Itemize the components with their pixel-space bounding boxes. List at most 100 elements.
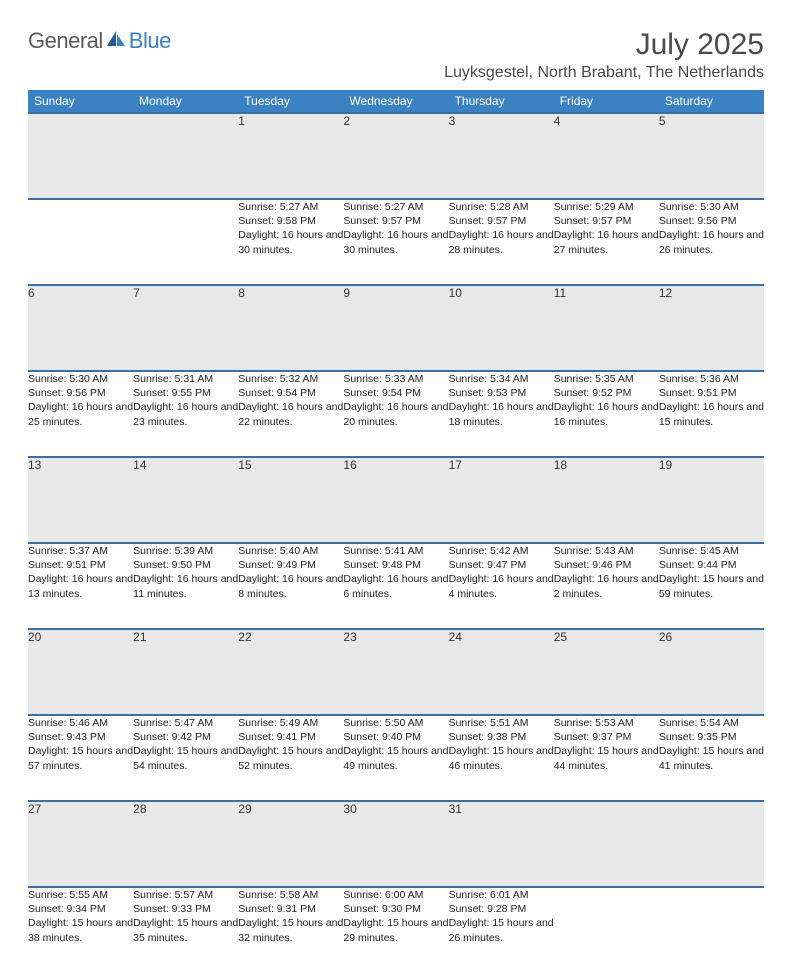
daynum-cell: 4 [554, 113, 659, 199]
sunrise-line: Sunrise: 5:40 AM [238, 544, 343, 558]
daylight-line: Daylight: 16 hours and 27 minutes. [554, 228, 659, 256]
sunset-line: Sunset: 9:57 PM [554, 214, 659, 228]
daynum-cell [28, 113, 133, 199]
day-number: 23 [343, 630, 356, 644]
title-block: July 2025 Luyksgestel, North Brabant, Th… [444, 28, 764, 82]
detail-cell: Sunrise: 5:40 AMSunset: 9:49 PMDaylight:… [238, 543, 343, 629]
daynum-cell: 8 [238, 285, 343, 371]
sunrise-line: Sunrise: 5:29 AM [554, 200, 659, 214]
daylight-line: Daylight: 16 hours and 26 minutes. [659, 228, 764, 256]
daynum-cell: 29 [238, 801, 343, 887]
sunset-line: Sunset: 9:28 PM [449, 902, 554, 916]
daynum-cell: 7 [133, 285, 238, 371]
day-number: 16 [343, 458, 356, 472]
day-number: 5 [659, 114, 666, 128]
daynum-row: 13141516171819 [28, 457, 764, 543]
detail-cell: Sunrise: 5:51 AMSunset: 9:38 PMDaylight:… [449, 715, 554, 801]
daynum-cell: 14 [133, 457, 238, 543]
sunrise-line: Sunrise: 5:58 AM [238, 888, 343, 902]
day-number: 12 [659, 286, 672, 300]
sunrise-line: Sunrise: 5:49 AM [238, 716, 343, 730]
daynum-cell: 6 [28, 285, 133, 371]
daynum-row: 2728293031 [28, 801, 764, 887]
daynum-cell: 15 [238, 457, 343, 543]
logo-text-blue: Blue [129, 28, 171, 54]
sunset-line: Sunset: 9:35 PM [659, 730, 764, 744]
detail-cell: Sunrise: 5:47 AMSunset: 9:42 PMDaylight:… [133, 715, 238, 801]
weekday-header: Monday [133, 90, 238, 113]
sunrise-line: Sunrise: 5:41 AM [343, 544, 448, 558]
sunrise-line: Sunrise: 5:30 AM [28, 372, 133, 386]
daylight-line: Daylight: 16 hours and 20 minutes. [343, 400, 448, 428]
sunrise-line: Sunrise: 5:42 AM [449, 544, 554, 558]
daynum-cell: 27 [28, 801, 133, 887]
daylight-line: Daylight: 16 hours and 23 minutes. [133, 400, 238, 428]
day-number: 24 [449, 630, 462, 644]
detail-cell: Sunrise: 5:58 AMSunset: 9:31 PMDaylight:… [238, 887, 343, 973]
sunset-line: Sunset: 9:56 PM [28, 386, 133, 400]
detail-cell: Sunrise: 5:41 AMSunset: 9:48 PMDaylight:… [343, 543, 448, 629]
detail-cell [554, 887, 659, 973]
day-number: 18 [554, 458, 567, 472]
sunset-line: Sunset: 9:34 PM [28, 902, 133, 916]
sunrise-line: Sunrise: 5:28 AM [449, 200, 554, 214]
daylight-line: Daylight: 16 hours and 15 minutes. [659, 400, 764, 428]
sunrise-line: Sunrise: 5:43 AM [554, 544, 659, 558]
detail-row: Sunrise: 5:37 AMSunset: 9:51 PMDaylight:… [28, 543, 764, 629]
detail-cell: Sunrise: 6:01 AMSunset: 9:28 PMDaylight:… [449, 887, 554, 973]
daynum-row: 12345 [28, 113, 764, 199]
day-number: 27 [28, 802, 41, 816]
sunrise-line: Sunrise: 5:35 AM [554, 372, 659, 386]
day-number: 21 [133, 630, 146, 644]
detail-cell: Sunrise: 5:27 AMSunset: 9:58 PMDaylight:… [238, 199, 343, 285]
sunset-line: Sunset: 9:48 PM [343, 558, 448, 572]
calendar-body: 1 23 45 Sunrise: 5:27 AMSunset: 9:58 PMDayl… [28, 113, 764, 973]
sunset-line: Sunset: 9:46 PM [554, 558, 659, 572]
sunset-line: Sunset: 9:50 PM [133, 558, 238, 572]
detail-cell: Sunrise: 5:53 AMSunset: 9:37 PMDaylight:… [554, 715, 659, 801]
detail-cell: Sunrise: 5:34 AMSunset: 9:53 PMDaylight:… [449, 371, 554, 457]
detail-cell: Sunrise: 5:45 AMSunset: 9:44 PMDaylight:… [659, 543, 764, 629]
day-number: 14 [133, 458, 146, 472]
daylight-line: Daylight: 16 hours and 18 minutes. [449, 400, 554, 428]
detail-cell: Sunrise: 5:32 AMSunset: 9:54 PMDaylight:… [238, 371, 343, 457]
calendar-table: Sunday Monday Tuesday Wednesday Thursday… [28, 90, 764, 973]
daynum-cell: 25 [554, 629, 659, 715]
weekday-header: Wednesday [343, 90, 448, 113]
sunrise-line: Sunrise: 5:47 AM [133, 716, 238, 730]
detail-row: Sunrise: 5:46 AMSunset: 9:43 PMDaylight:… [28, 715, 764, 801]
daylight-line: Daylight: 15 hours and 54 minutes. [133, 744, 238, 772]
sunset-line: Sunset: 9:30 PM [343, 902, 448, 916]
daynum-row: 20212223242526 [28, 629, 764, 715]
brand-logo: General Blue [28, 28, 171, 54]
detail-cell: Sunrise: 6:00 AMSunset: 9:30 PMDaylight:… [343, 887, 448, 973]
weekday-header: Saturday [659, 90, 764, 113]
detail-cell: Sunrise: 5:35 AMSunset: 9:52 PMDaylight:… [554, 371, 659, 457]
day-number: 20 [28, 630, 41, 644]
daylight-line: Daylight: 15 hours and 52 minutes. [238, 744, 343, 772]
daylight-line: Daylight: 15 hours and 32 minutes. [238, 916, 343, 944]
sunset-line: Sunset: 9:43 PM [28, 730, 133, 744]
sunset-line: Sunset: 9:37 PM [554, 730, 659, 744]
detail-cell: Sunrise: 5:46 AMSunset: 9:43 PMDaylight:… [28, 715, 133, 801]
daylight-line: Daylight: 15 hours and 35 minutes. [133, 916, 238, 944]
daynum-cell: 9 [343, 285, 448, 371]
daylight-line: Daylight: 15 hours and 44 minutes. [554, 744, 659, 772]
daynum-cell: 2 [343, 113, 448, 199]
daynum-cell: 20 [28, 629, 133, 715]
day-number: 29 [238, 802, 251, 816]
sunrise-line: Sunrise: 5:33 AM [343, 372, 448, 386]
daylight-line: Daylight: 16 hours and 22 minutes. [238, 400, 343, 428]
daylight-line: Daylight: 16 hours and 8 minutes. [238, 572, 343, 600]
daylight-line: Daylight: 15 hours and 59 minutes. [659, 572, 764, 600]
daylight-line: Daylight: 16 hours and 2 minutes. [554, 572, 659, 600]
sunset-line: Sunset: 9:44 PM [659, 558, 764, 572]
sunset-line: Sunset: 9:54 PM [343, 386, 448, 400]
daylight-line: Daylight: 16 hours and 16 minutes. [554, 400, 659, 428]
sunrise-line: Sunrise: 5:45 AM [659, 544, 764, 558]
daynum-cell: 1 [238, 113, 343, 199]
sunrise-line: Sunrise: 5:51 AM [449, 716, 554, 730]
daylight-line: Daylight: 16 hours and 11 minutes. [133, 572, 238, 600]
day-number: 1 [238, 114, 245, 128]
sunset-line: Sunset: 9:51 PM [659, 386, 764, 400]
